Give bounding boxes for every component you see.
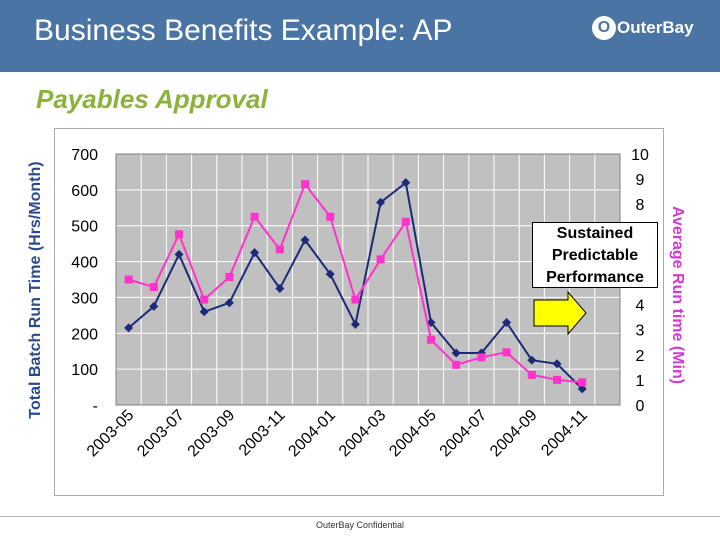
- data-point-batch: [250, 248, 260, 258]
- data-point-average: [452, 360, 461, 369]
- data-point-batch: [300, 235, 310, 245]
- data-point-average: [275, 245, 284, 254]
- data-point-average: [401, 217, 410, 226]
- data-point-average: [578, 378, 587, 387]
- x-tick-label: 2003-09: [185, 407, 239, 461]
- data-point-average: [502, 348, 511, 357]
- annotation-box: Sustained Predictable Performance: [532, 222, 658, 288]
- logo-mark-icon: O: [592, 16, 616, 40]
- y-tick-label-left: 400: [71, 255, 98, 272]
- data-point-batch: [502, 318, 512, 328]
- y-tick-label-left: -: [93, 398, 98, 415]
- data-point-average: [250, 212, 259, 221]
- chart-subtitle: Payables Approval: [36, 84, 268, 114]
- y-tick-label-left: 100: [71, 362, 98, 379]
- data-point-batch: [124, 323, 134, 333]
- y-tick-label-left: 200: [71, 326, 98, 343]
- data-point-batch: [174, 249, 184, 259]
- x-tick-label: 2004-07: [437, 407, 491, 461]
- y-tick-label-right: 3: [636, 323, 645, 340]
- annotation-line-1: Sustained: [556, 225, 634, 242]
- data-point-average: [527, 370, 536, 379]
- data-point-batch: [552, 359, 562, 369]
- data-point-average: [225, 272, 234, 281]
- y-tick-label-right: 0: [636, 398, 645, 415]
- annotation-line-3: Performance: [546, 269, 644, 286]
- x-tick-label: 2004-01: [285, 407, 339, 461]
- data-point-batch: [149, 301, 159, 311]
- data-point-batch: [451, 348, 461, 358]
- slide-title: Business Benefits Example: AP: [34, 14, 453, 47]
- y-tick-label-right: 4: [636, 298, 645, 315]
- outerbay-logo: O OuterBay: [592, 14, 694, 42]
- data-point-batch: [401, 178, 411, 188]
- y-tick-label-left: 600: [71, 183, 98, 200]
- data-point-average: [149, 283, 158, 292]
- y-tick-label-right: 2: [636, 348, 645, 365]
- x-tick-label: 2003-07: [134, 407, 188, 461]
- slide-header: Business Benefits Example: AP O OuterBay: [0, 0, 720, 72]
- data-point-batch: [224, 298, 234, 308]
- footer-text: OuterBay Confidential: [315, 520, 405, 530]
- x-tick-label: 2004-05: [386, 407, 440, 461]
- y-axis-label-right: Average Run time (Min): [669, 205, 686, 385]
- y-tick-label-left: 300: [71, 290, 98, 307]
- y-tick-label-right: 1: [636, 373, 645, 390]
- data-point-average: [326, 212, 335, 221]
- data-point-batch: [325, 269, 335, 279]
- y-tick-label-right: 10: [631, 147, 649, 164]
- annotation-line-2: Predictable: [551, 247, 639, 264]
- data-point-average: [200, 295, 209, 304]
- logo-text: OuterBay: [617, 18, 694, 37]
- data-point-average: [124, 275, 133, 284]
- y-axis-label-left: Total Batch Run Time (Hrs/Month): [27, 161, 44, 419]
- data-point-average: [376, 255, 385, 264]
- data-point-average: [427, 335, 435, 344]
- x-tick-label: 2004-03: [336, 407, 390, 461]
- y-tick-label-left: 500: [71, 219, 98, 236]
- footer-divider: [0, 516, 720, 517]
- data-point-batch: [350, 319, 360, 329]
- data-point-batch: [275, 283, 285, 293]
- data-point-average: [477, 353, 486, 362]
- x-tick-label: 2004-11: [538, 407, 591, 460]
- y-tick-label-right: 9: [636, 172, 645, 189]
- y-tick-label-left: 700: [71, 147, 98, 164]
- x-tick-label: 2003-11: [236, 407, 289, 460]
- data-point-batch: [527, 355, 537, 365]
- data-point-batch: [199, 307, 209, 317]
- data-point-average: [351, 295, 360, 304]
- arrow-right-icon: [533, 290, 587, 336]
- x-tick-label: 2004-09: [487, 407, 541, 461]
- data-point-average: [175, 230, 183, 239]
- y-tick-label-right: 8: [636, 197, 645, 214]
- data-point-batch: [577, 384, 587, 394]
- data-point-average: [301, 180, 309, 189]
- data-point-batch: [376, 197, 386, 207]
- data-point-average: [553, 375, 561, 384]
